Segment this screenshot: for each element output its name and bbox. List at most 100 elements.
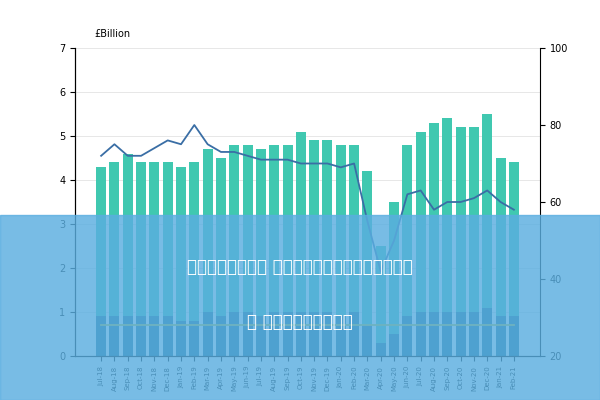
Bar bbox=[389, 202, 399, 356]
Average Debit Card PoS Expenditure (RHS) bbox=[497, 323, 504, 328]
Average Debit Card PoS Expenditure (RHS) bbox=[257, 323, 265, 328]
Bar bbox=[190, 321, 199, 356]
Bar bbox=[123, 154, 133, 356]
Average Debit Card PoS Expenditure (RHS) bbox=[178, 323, 185, 328]
Bar bbox=[256, 149, 266, 356]
Average Credit Card Expenditure (RHS) bbox=[350, 161, 358, 166]
Average Credit Card Expenditure (RHS) bbox=[297, 161, 304, 166]
Bar bbox=[416, 312, 425, 356]
Bar bbox=[216, 158, 226, 356]
Bar bbox=[416, 132, 425, 356]
Bar bbox=[376, 343, 386, 356]
Bar bbox=[176, 321, 186, 356]
Bar bbox=[336, 145, 346, 356]
Bar bbox=[509, 316, 519, 356]
Bar bbox=[123, 316, 133, 356]
Average Credit Card Expenditure (RHS) bbox=[164, 138, 172, 143]
Bar bbox=[482, 308, 492, 356]
Bar bbox=[109, 316, 119, 356]
Bar bbox=[496, 316, 506, 356]
Average Credit Card Expenditure (RHS) bbox=[377, 269, 385, 274]
Bar bbox=[362, 171, 373, 356]
Bar bbox=[442, 118, 452, 356]
Bar bbox=[269, 145, 279, 356]
Bar bbox=[283, 145, 293, 356]
Average Debit Card PoS Expenditure (RHS) bbox=[124, 323, 131, 328]
Average Credit Card Expenditure (RHS) bbox=[204, 142, 211, 147]
Bar bbox=[349, 145, 359, 356]
Bar bbox=[403, 145, 412, 356]
Bar bbox=[389, 334, 399, 356]
Average Credit Card Expenditure (RHS) bbox=[284, 157, 291, 162]
Bar bbox=[136, 316, 146, 356]
Average Debit Card PoS Expenditure (RHS) bbox=[391, 323, 398, 328]
Average Credit Card Expenditure (RHS) bbox=[111, 142, 118, 147]
Bar bbox=[269, 312, 279, 356]
Average Credit Card Expenditure (RHS) bbox=[443, 200, 451, 204]
Average Credit Card Expenditure (RHS) bbox=[137, 154, 145, 158]
Bar bbox=[336, 316, 346, 356]
Average Debit Card PoS Expenditure (RHS) bbox=[324, 323, 331, 328]
Average Debit Card PoS Expenditure (RHS) bbox=[457, 323, 464, 328]
Bar bbox=[296, 132, 306, 356]
Average Credit Card Expenditure (RHS) bbox=[311, 161, 318, 166]
Bar bbox=[149, 162, 160, 356]
Average Debit Card PoS Expenditure (RHS) bbox=[271, 323, 278, 328]
Bar bbox=[109, 162, 119, 356]
Bar bbox=[496, 158, 506, 356]
Bar bbox=[482, 114, 492, 356]
Average Credit Card Expenditure (RHS) bbox=[417, 188, 424, 193]
Average Credit Card Expenditure (RHS) bbox=[364, 219, 371, 224]
Bar bbox=[469, 312, 479, 356]
Bar bbox=[203, 149, 212, 356]
Average Credit Card Expenditure (RHS) bbox=[124, 154, 131, 158]
Average Debit Card PoS Expenditure (RHS) bbox=[98, 323, 105, 328]
Average Debit Card PoS Expenditure (RHS) bbox=[151, 323, 158, 328]
Average Debit Card PoS Expenditure (RHS) bbox=[443, 323, 451, 328]
Bar bbox=[322, 140, 332, 356]
Bar bbox=[309, 140, 319, 356]
Average Debit Card PoS Expenditure (RHS) bbox=[191, 323, 198, 328]
Average Credit Card Expenditure (RHS) bbox=[457, 200, 464, 204]
Average Debit Card PoS Expenditure (RHS) bbox=[430, 323, 437, 328]
Bar bbox=[403, 316, 412, 356]
Average Credit Card Expenditure (RHS) bbox=[98, 154, 105, 158]
Bar bbox=[229, 312, 239, 356]
Average Credit Card Expenditure (RHS) bbox=[178, 142, 185, 147]
Text: 段 称以方违背已签协议: 段 称以方违背已签协议 bbox=[247, 313, 353, 331]
Average Credit Card Expenditure (RHS) bbox=[230, 150, 238, 154]
Average Debit Card PoS Expenditure (RHS) bbox=[510, 323, 517, 328]
Bar bbox=[242, 145, 253, 356]
Average Debit Card PoS Expenditure (RHS) bbox=[217, 323, 224, 328]
Bar bbox=[136, 162, 146, 356]
Average Debit Card PoS Expenditure (RHS) bbox=[377, 323, 385, 328]
Average Debit Card PoS Expenditure (RHS) bbox=[244, 323, 251, 328]
Average Debit Card PoS Expenditure (RHS) bbox=[204, 323, 211, 328]
Bar bbox=[349, 312, 359, 356]
Bar bbox=[455, 127, 466, 356]
Bar bbox=[296, 312, 306, 356]
Average Credit Card Expenditure (RHS) bbox=[404, 192, 411, 197]
Average Debit Card PoS Expenditure (RHS) bbox=[137, 323, 145, 328]
Average Debit Card PoS Expenditure (RHS) bbox=[350, 323, 358, 328]
Bar bbox=[229, 145, 239, 356]
Bar bbox=[509, 162, 519, 356]
Average Debit Card PoS Expenditure (RHS) bbox=[417, 323, 424, 328]
Average Credit Card Expenditure (RHS) bbox=[244, 154, 251, 158]
Average Debit Card PoS Expenditure (RHS) bbox=[164, 323, 172, 328]
Bar bbox=[429, 312, 439, 356]
Bar bbox=[376, 246, 386, 356]
Text: £Billion: £Billion bbox=[94, 29, 131, 39]
Bar bbox=[309, 312, 319, 356]
Average Debit Card PoS Expenditure (RHS) bbox=[284, 323, 291, 328]
Average Credit Card Expenditure (RHS) bbox=[257, 157, 265, 162]
Average Credit Card Expenditure (RHS) bbox=[430, 207, 437, 212]
Bar bbox=[176, 167, 186, 356]
Average Debit Card PoS Expenditure (RHS) bbox=[484, 323, 491, 328]
Average Credit Card Expenditure (RHS) bbox=[470, 196, 478, 200]
Average Debit Card PoS Expenditure (RHS) bbox=[111, 323, 118, 328]
Average Debit Card PoS Expenditure (RHS) bbox=[230, 323, 238, 328]
Average Debit Card PoS Expenditure (RHS) bbox=[470, 323, 478, 328]
Average Credit Card Expenditure (RHS) bbox=[337, 165, 344, 170]
Bar bbox=[256, 316, 266, 356]
